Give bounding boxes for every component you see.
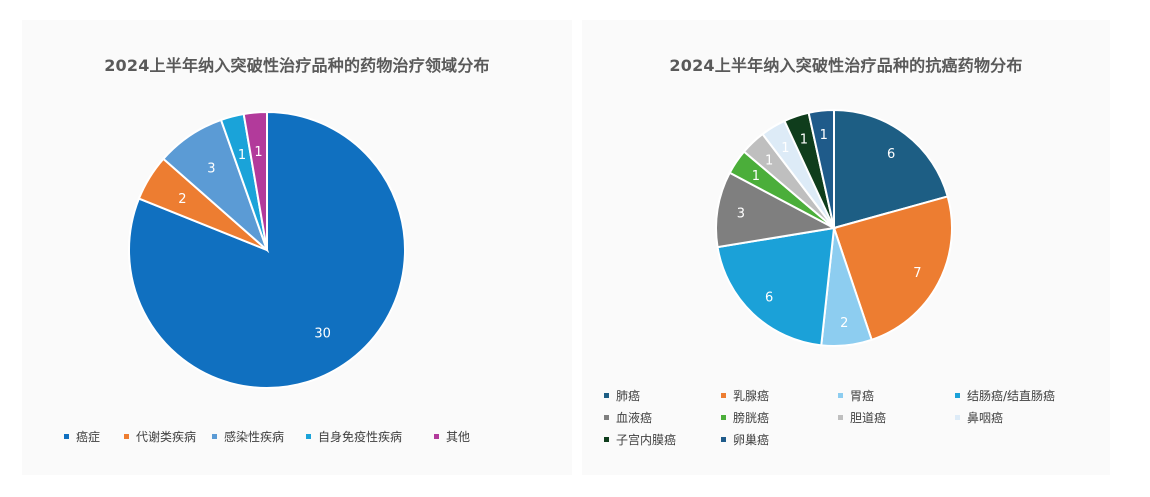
legend-swatch (604, 393, 609, 398)
data-label: 6 (765, 291, 773, 306)
pie-slice-4 (242, 110, 268, 251)
data-label: 2 (840, 316, 848, 331)
data-label: 3 (737, 207, 745, 222)
chart-panel-left: 2024上半年纳入突破性治疗品种的药物治疗领域分布 30 2 3 1 1 癌症 代谢类疾病… (22, 20, 572, 475)
data-label: 3 (207, 162, 215, 177)
legend-swatch (434, 434, 439, 439)
data-label: 1 (781, 141, 789, 156)
legend-item: 代谢类疾病 (124, 428, 196, 445)
legend-label: 癌症 (76, 430, 101, 444)
data-label: 7 (913, 266, 921, 281)
legend-item: 膀胱癌 (721, 409, 769, 426)
legend-item: 胆道癌 (838, 409, 886, 426)
legend-swatch (721, 437, 726, 442)
legend-swatch (306, 434, 311, 439)
pie-slice-3 (716, 226, 836, 347)
legend-item: 肺癌 (604, 387, 640, 404)
data-label: 1 (800, 133, 808, 148)
legend-item: 其他 (434, 428, 470, 445)
legend-item: 胃癌 (838, 387, 874, 404)
legend-label: 自身免疫性疾病 (318, 430, 403, 444)
legend-label: 乳腺癌 (733, 389, 770, 403)
data-label: 6 (887, 147, 895, 162)
legend-swatch (955, 415, 960, 420)
legend-label: 胆道癌 (850, 411, 887, 425)
legend-label: 代谢类疾病 (136, 430, 197, 444)
legend-label: 胃癌 (850, 389, 875, 403)
legend-swatch (604, 415, 609, 420)
legend-item: 鼻咽癌 (955, 409, 1003, 426)
data-label: 2 (178, 192, 186, 207)
legend-label: 膀胱癌 (733, 411, 770, 425)
legend-item: 自身免疫性疾病 (306, 428, 402, 445)
data-label: 1 (752, 169, 760, 184)
legend-swatch (721, 415, 726, 420)
legend-item: 乳腺癌 (721, 387, 769, 404)
pie-slice-4 (715, 171, 838, 249)
legend-label: 肺癌 (616, 389, 641, 403)
data-label: 1 (765, 153, 773, 168)
pie-slice-9 (807, 108, 835, 229)
legend-label: 感染性疾病 (224, 430, 285, 444)
legend-item: 结肠癌/结直肠癌 (955, 387, 1055, 404)
legend-swatch (604, 437, 609, 442)
legend-swatch (64, 434, 69, 439)
legend-label: 血液癌 (616, 411, 653, 425)
chart-title: 2024上半年纳入突破性治疗品种的药物治疗领域分布 (104, 56, 490, 75)
legend-swatch (955, 393, 960, 398)
chart-title: 2024上半年纳入突破性治疗品种的抗癌药物分布 (669, 56, 1023, 75)
pie-slice-1 (832, 195, 953, 342)
data-label: 30 (314, 326, 331, 341)
data-label: 1 (254, 145, 262, 160)
legend-swatch (838, 393, 843, 398)
data-label: 1 (238, 148, 246, 163)
legend-label: 其他 (446, 430, 471, 444)
legend-label: 子宫内膜癌 (616, 433, 677, 447)
legend-swatch (212, 434, 217, 439)
pie-chart-therapeutic-areas: 30 2 3 1 1 (128, 110, 406, 389)
legend-swatch (838, 415, 843, 420)
legend-item: 癌症 (64, 428, 100, 445)
data-label: 1 (820, 128, 828, 143)
legend-item: 感染性疾病 (212, 428, 284, 445)
legend-item: 子宫内膜癌 (604, 431, 676, 448)
legend-item: 卵巢癌 (721, 431, 769, 448)
legend-label: 结肠癌/结直肠癌 (967, 389, 1056, 403)
legend-swatch (124, 434, 129, 439)
legend-item: 血液癌 (604, 409, 652, 426)
legend-label: 卵巢癌 (733, 433, 770, 447)
pie-slice-0 (833, 108, 949, 230)
legend-swatch (721, 393, 726, 398)
legend-label: 鼻咽癌 (967, 411, 1004, 425)
